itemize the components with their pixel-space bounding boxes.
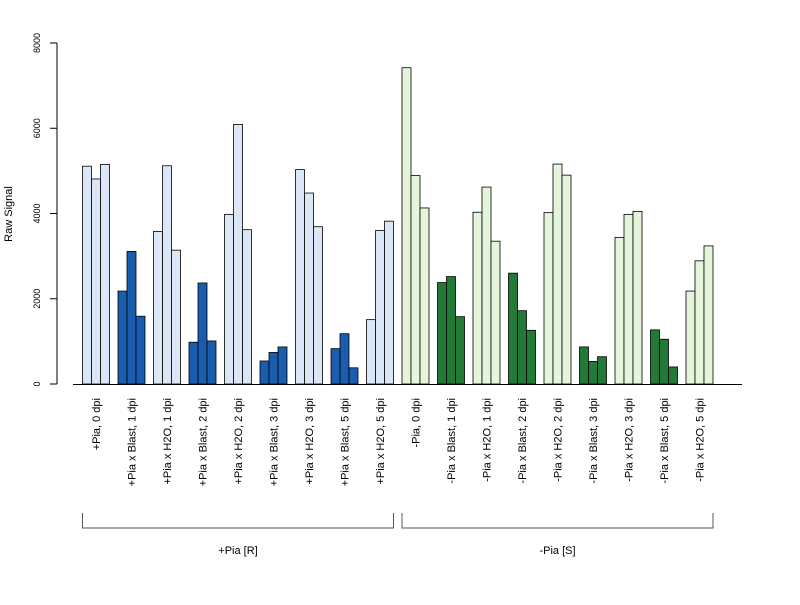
bar — [224, 213, 234, 385]
category-label: -Pia x Blast, 3 dpi — [588, 398, 600, 484]
category-label: +Pia x H2O, 5 dpi — [375, 398, 387, 485]
bar — [375, 230, 385, 385]
bar — [384, 220, 394, 385]
bar — [295, 169, 305, 385]
bar — [623, 213, 634, 385]
category-labels: +Pia, 0 dpi +Pia x Blast, 1 dpi +Pia x H2O… — [91, 398, 707, 486]
y-tick-label: 4000 — [32, 203, 42, 223]
bar — [153, 231, 163, 385]
category-label: +Pia x Blast, 5 dpi — [340, 398, 352, 486]
bar — [419, 207, 430, 385]
y-tick-label: 2000 — [32, 289, 42, 309]
group-label: +Pia [R] — [218, 545, 257, 557]
y-tick-label: 8000 — [32, 33, 42, 53]
bar — [685, 290, 696, 385]
bar — [339, 333, 350, 385]
bar — [579, 346, 589, 385]
bar — [171, 249, 181, 385]
bar — [304, 192, 314, 385]
bar — [632, 210, 643, 385]
category-label: -Pia x Blast, 2 dpi — [517, 398, 529, 484]
category-label: -Pia x Blast, 5 dpi — [659, 398, 671, 484]
bar — [91, 178, 101, 385]
category-label: -Pia, 0 dpi — [411, 398, 423, 448]
bar — [366, 319, 376, 385]
bar — [348, 367, 359, 385]
bar — [401, 67, 412, 385]
bar — [481, 186, 492, 385]
bar — [313, 226, 323, 385]
bar — [650, 329, 660, 385]
y-axis: 0 2000 4000 6000 8000 — [32, 33, 58, 387]
bar — [259, 360, 270, 385]
category-label: +Pia x Blast, 2 dpi — [198, 398, 210, 486]
bar — [268, 352, 279, 385]
bar — [552, 163, 563, 385]
y-tick-label: 0 — [32, 381, 42, 386]
bar — [162, 165, 172, 385]
bar — [188, 341, 199, 385]
bar — [543, 212, 554, 385]
bar — [668, 366, 678, 385]
y-axis-label: Raw Signal — [3, 186, 15, 242]
bar — [508, 272, 518, 385]
bar — [117, 290, 128, 385]
category-label: -Pia x H2O, 2 dpi — [553, 398, 565, 482]
bar — [659, 338, 669, 385]
bar — [126, 251, 137, 385]
category-label: +Pia x H2O, 2 dpi — [233, 398, 245, 485]
bar — [472, 211, 483, 385]
bar — [100, 164, 110, 385]
category-label: +Pia x H2O, 1 dpi — [162, 398, 174, 485]
bar — [437, 282, 447, 385]
bar — [455, 316, 465, 385]
group-brackets: +Pia [R] -Pia [S] — [82, 513, 714, 557]
category-label: -Pia x Blast, 1 dpi — [446, 398, 458, 484]
category-label: +Pia x Blast, 3 dpi — [269, 398, 281, 486]
bar — [597, 356, 607, 385]
bar — [277, 346, 288, 385]
category-label: +Pia, 0 dpi — [91, 398, 103, 450]
bar — [614, 236, 625, 385]
bar — [561, 174, 572, 385]
bar-series — [82, 67, 714, 385]
group-bracket — [401, 513, 714, 529]
bar — [330, 348, 341, 385]
bar — [526, 329, 536, 385]
bar — [490, 240, 501, 385]
category-label: -Pia x H2O, 3 dpi — [624, 398, 636, 482]
category-label: -Pia x H2O, 1 dpi — [482, 398, 494, 482]
category-label: -Pia x H2O, 5 dpi — [695, 398, 707, 482]
bar — [82, 165, 92, 385]
bar — [410, 175, 421, 385]
category-label: +Pia x Blast, 1 dpi — [127, 398, 139, 486]
bar — [197, 282, 208, 385]
bar — [703, 245, 714, 385]
bar — [588, 361, 598, 385]
y-tick-label: 6000 — [32, 118, 42, 138]
bar — [135, 315, 146, 385]
group-bracket — [82, 513, 394, 529]
bar — [517, 310, 527, 385]
bar — [206, 340, 217, 385]
bar — [242, 229, 252, 385]
group-label: -Pia [S] — [539, 545, 575, 557]
category-label: +Pia x H2O, 3 dpi — [304, 398, 316, 485]
bar — [694, 260, 705, 385]
bar — [446, 276, 456, 385]
bar — [233, 124, 243, 385]
